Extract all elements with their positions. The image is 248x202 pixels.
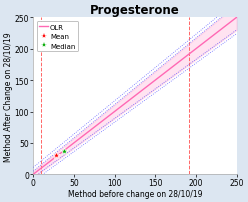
Title: Progesterone: Progesterone bbox=[90, 4, 180, 17]
Point bbox=[62, 149, 66, 153]
X-axis label: Method before change on 28/10/19: Method before change on 28/10/19 bbox=[68, 189, 202, 198]
Point bbox=[54, 154, 58, 157]
Legend: OLR, Mean, Median: OLR, Mean, Median bbox=[37, 22, 78, 52]
Y-axis label: Method After Change on 28/10/19: Method After Change on 28/10/19 bbox=[4, 32, 13, 161]
